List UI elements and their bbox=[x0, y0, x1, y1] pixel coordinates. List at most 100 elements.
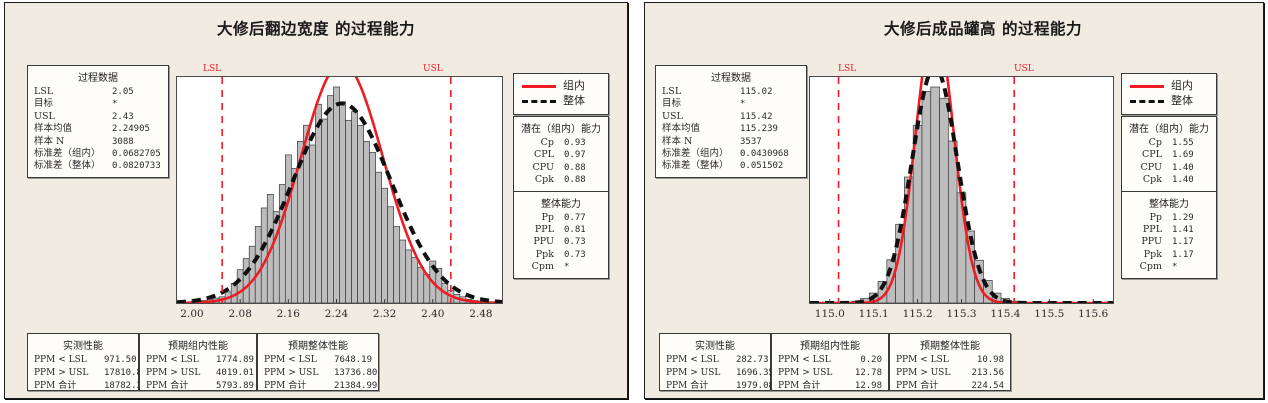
data-row: PPM > USL 4019.01 bbox=[146, 367, 254, 380]
row-label: PPM < LSL bbox=[896, 355, 949, 365]
histogram-svg bbox=[177, 77, 502, 303]
row-value: 0.81 bbox=[564, 225, 586, 236]
row-label: LSL bbox=[34, 86, 54, 97]
process-data-box: 过程数据 LSL 2.05 目标 * USL 2.43 样本均值 2.24905 样本 N 308… bbox=[27, 65, 169, 178]
data-row: PPM > USL 13736.80 bbox=[264, 367, 377, 380]
x-tick-label: 115.1 bbox=[858, 308, 889, 320]
row-value: 115.42 bbox=[740, 111, 773, 122]
expected-overall-performance-box-2: 预期整体性能 PPM < LSL 10.98 PPM > USL 213.56 PPM … bbox=[889, 333, 1011, 391]
row-value: 0.0430968 bbox=[740, 149, 789, 160]
row-label: PPM 合计 bbox=[896, 381, 939, 391]
row-label: 目标 bbox=[662, 98, 682, 110]
row-label: Cpk bbox=[1142, 174, 1162, 186]
legend-label-within-2: 组内 bbox=[1171, 79, 1193, 92]
observed-performance-rows-2: PPM < LSL 282.73 PPM > USL 1696.35 PPM 合计 197… bbox=[660, 354, 774, 397]
row-label: CPL bbox=[534, 149, 554, 161]
expected-overall-performance-box: 预期整体性能 PPM < LSL 7648.19 PPM > USL 13736.80… bbox=[257, 333, 379, 391]
within-line-icon-2 bbox=[1130, 84, 1164, 88]
overall-line-icon-2 bbox=[1130, 99, 1164, 103]
page-title: 大修后翻边宽度 的过程能力 bbox=[217, 19, 415, 38]
data-row: 标准差（组内） 0.0682705 bbox=[34, 148, 162, 160]
data-row: PPU 0.73 bbox=[520, 236, 602, 248]
capability-panel-right: 大修后成品罐高 的过程能力 过程数据 LSL 115.02 目标 * USL 115.42… bbox=[644, 2, 1264, 399]
row-value: 1.17 bbox=[1172, 249, 1194, 260]
data-row: PPL 1.41 bbox=[1128, 224, 1210, 236]
data-row: 样本 N 3537 bbox=[662, 136, 800, 148]
expected-overall-performance-rows: PPM < LSL 7648.19 PPM > USL 13736.80 PPM 合计 2… bbox=[258, 354, 378, 397]
data-row: 样本均值 115.239 bbox=[662, 123, 800, 135]
process-data-header: 过程数据 bbox=[78, 73, 118, 84]
observed-performance-box-2: 实测性能 PPM < LSL 282.73 PPM > USL 1696.35 PPM … bbox=[659, 333, 774, 391]
row-value: 0.73 bbox=[564, 249, 586, 260]
expected-within-performance-header-2: 预期组内性能 bbox=[800, 341, 860, 352]
x-tick-label: 115.0 bbox=[814, 308, 845, 320]
legend-label-within: 组内 bbox=[563, 79, 585, 92]
page-title-2: 大修后成品罐高 的过程能力 bbox=[884, 19, 1082, 38]
expected-overall-performance-header: 预期整体性能 bbox=[288, 341, 348, 352]
row-value: 1696.35 bbox=[736, 368, 774, 378]
overall-capability-rows: Pp 0.77 PPL 0.81 PPU 0.73 Ppk 0.73 Cpm * bbox=[514, 212, 608, 278]
overall-capability-section: 整体能力 Pp 0.77 PPL 0.81 PPU 0.73 Ppk 0.73 Cpm * bbox=[514, 190, 608, 278]
row-label: PPM < LSL bbox=[778, 355, 831, 365]
data-row: PPM < LSL 1774.89 bbox=[146, 354, 254, 367]
row-value: 0.0820733 bbox=[112, 161, 161, 172]
row-label: PPM 合计 bbox=[146, 381, 189, 391]
row-value: * bbox=[112, 99, 118, 110]
data-row: PPM < LSL 0.20 bbox=[778, 354, 882, 367]
row-value: 3088 bbox=[112, 136, 134, 147]
process-data-rows-2: LSL 115.02 目标 * USL 115.42 样本均值 115.239 样本 N 3537… bbox=[656, 86, 806, 177]
row-label: CPU bbox=[1140, 161, 1162, 173]
data-row: Cpm * bbox=[520, 261, 602, 273]
process-data-rows: LSL 2.05 目标 * USL 2.43 样本均值 2.24905 样本 N 3088 标准差（… bbox=[28, 86, 168, 177]
expected-within-performance-box: 预期组内性能 PPM < LSL 1774.89 PPM > USL 4019.01 P… bbox=[139, 333, 257, 391]
row-value: 4019.01 bbox=[216, 368, 254, 378]
row-value: * bbox=[564, 262, 570, 273]
overall-line-icon bbox=[522, 99, 556, 103]
row-label: PPM 合计 bbox=[264, 381, 307, 391]
x-tick-label: 2.48 bbox=[469, 308, 493, 320]
x-tick-label: 2.24 bbox=[324, 308, 349, 320]
legend-label-overall: 整体 bbox=[563, 94, 585, 107]
row-value: 971.50 bbox=[104, 355, 137, 365]
row-label: PPL bbox=[1142, 224, 1162, 236]
row-value: * bbox=[1172, 262, 1178, 273]
x-tick-label: 2.08 bbox=[228, 308, 252, 320]
data-row: Cpk 1.40 bbox=[1128, 174, 1210, 186]
row-label: PPM > USL bbox=[34, 368, 89, 378]
legend-item-overall-2: 整体 bbox=[1130, 94, 1208, 108]
data-row: PPM < LSL 10.98 bbox=[896, 354, 1004, 367]
data-row: CPL 1.69 bbox=[1128, 149, 1210, 161]
row-label: CPL bbox=[1142, 149, 1162, 161]
row-label: 样本 N bbox=[34, 135, 65, 147]
row-label: USL bbox=[662, 110, 683, 122]
row-label: Cpk bbox=[534, 174, 554, 186]
row-value: 1.55 bbox=[1172, 138, 1194, 148]
x-tick-label: 2.40 bbox=[421, 308, 445, 320]
expected-within-performance-rows: PPM < LSL 1774.89 PPM > USL 4019.01 PPM 合计 57… bbox=[140, 354, 256, 397]
data-row: Pp 0.77 bbox=[520, 212, 602, 224]
row-label: PPM > USL bbox=[778, 368, 833, 378]
row-label: PPM < LSL bbox=[146, 355, 199, 365]
x-tick-label: 2.32 bbox=[372, 308, 397, 320]
row-label: PPM < LSL bbox=[34, 355, 87, 365]
data-row: LSL 2.05 bbox=[34, 86, 162, 98]
data-row: USL 2.43 bbox=[34, 111, 162, 123]
row-value: * bbox=[740, 99, 746, 110]
row-value: 0.051502 bbox=[740, 161, 784, 172]
row-label: Cp bbox=[540, 137, 554, 148]
within-capability-rows-2: Cp 1.55 CPL 1.69 CPU 1.40 Cpk 1.40 bbox=[1122, 137, 1216, 191]
row-value: 1979.08 bbox=[736, 381, 774, 391]
row-value: 282.73 bbox=[736, 355, 769, 365]
data-row: PPM 合计 1979.08 bbox=[666, 380, 774, 393]
row-value: 10.98 bbox=[976, 355, 1004, 365]
row-value: 7648.19 bbox=[334, 355, 372, 365]
overall-capability-header-2: 整体能力 bbox=[1149, 198, 1189, 210]
expected-within-performance-rows-2: PPM < LSL 0.20 PPM > USL 12.78 PPM 合计 12.98 bbox=[772, 354, 888, 397]
row-value: 0.88 bbox=[564, 175, 586, 186]
row-label: 样本 N bbox=[662, 135, 693, 147]
row-label: Pp bbox=[541, 211, 554, 223]
row-label: 样本均值 bbox=[34, 123, 73, 135]
row-value: 0.20 bbox=[860, 355, 882, 365]
row-value: 17810.88 bbox=[104, 368, 148, 378]
row-label: LSL bbox=[662, 86, 682, 97]
